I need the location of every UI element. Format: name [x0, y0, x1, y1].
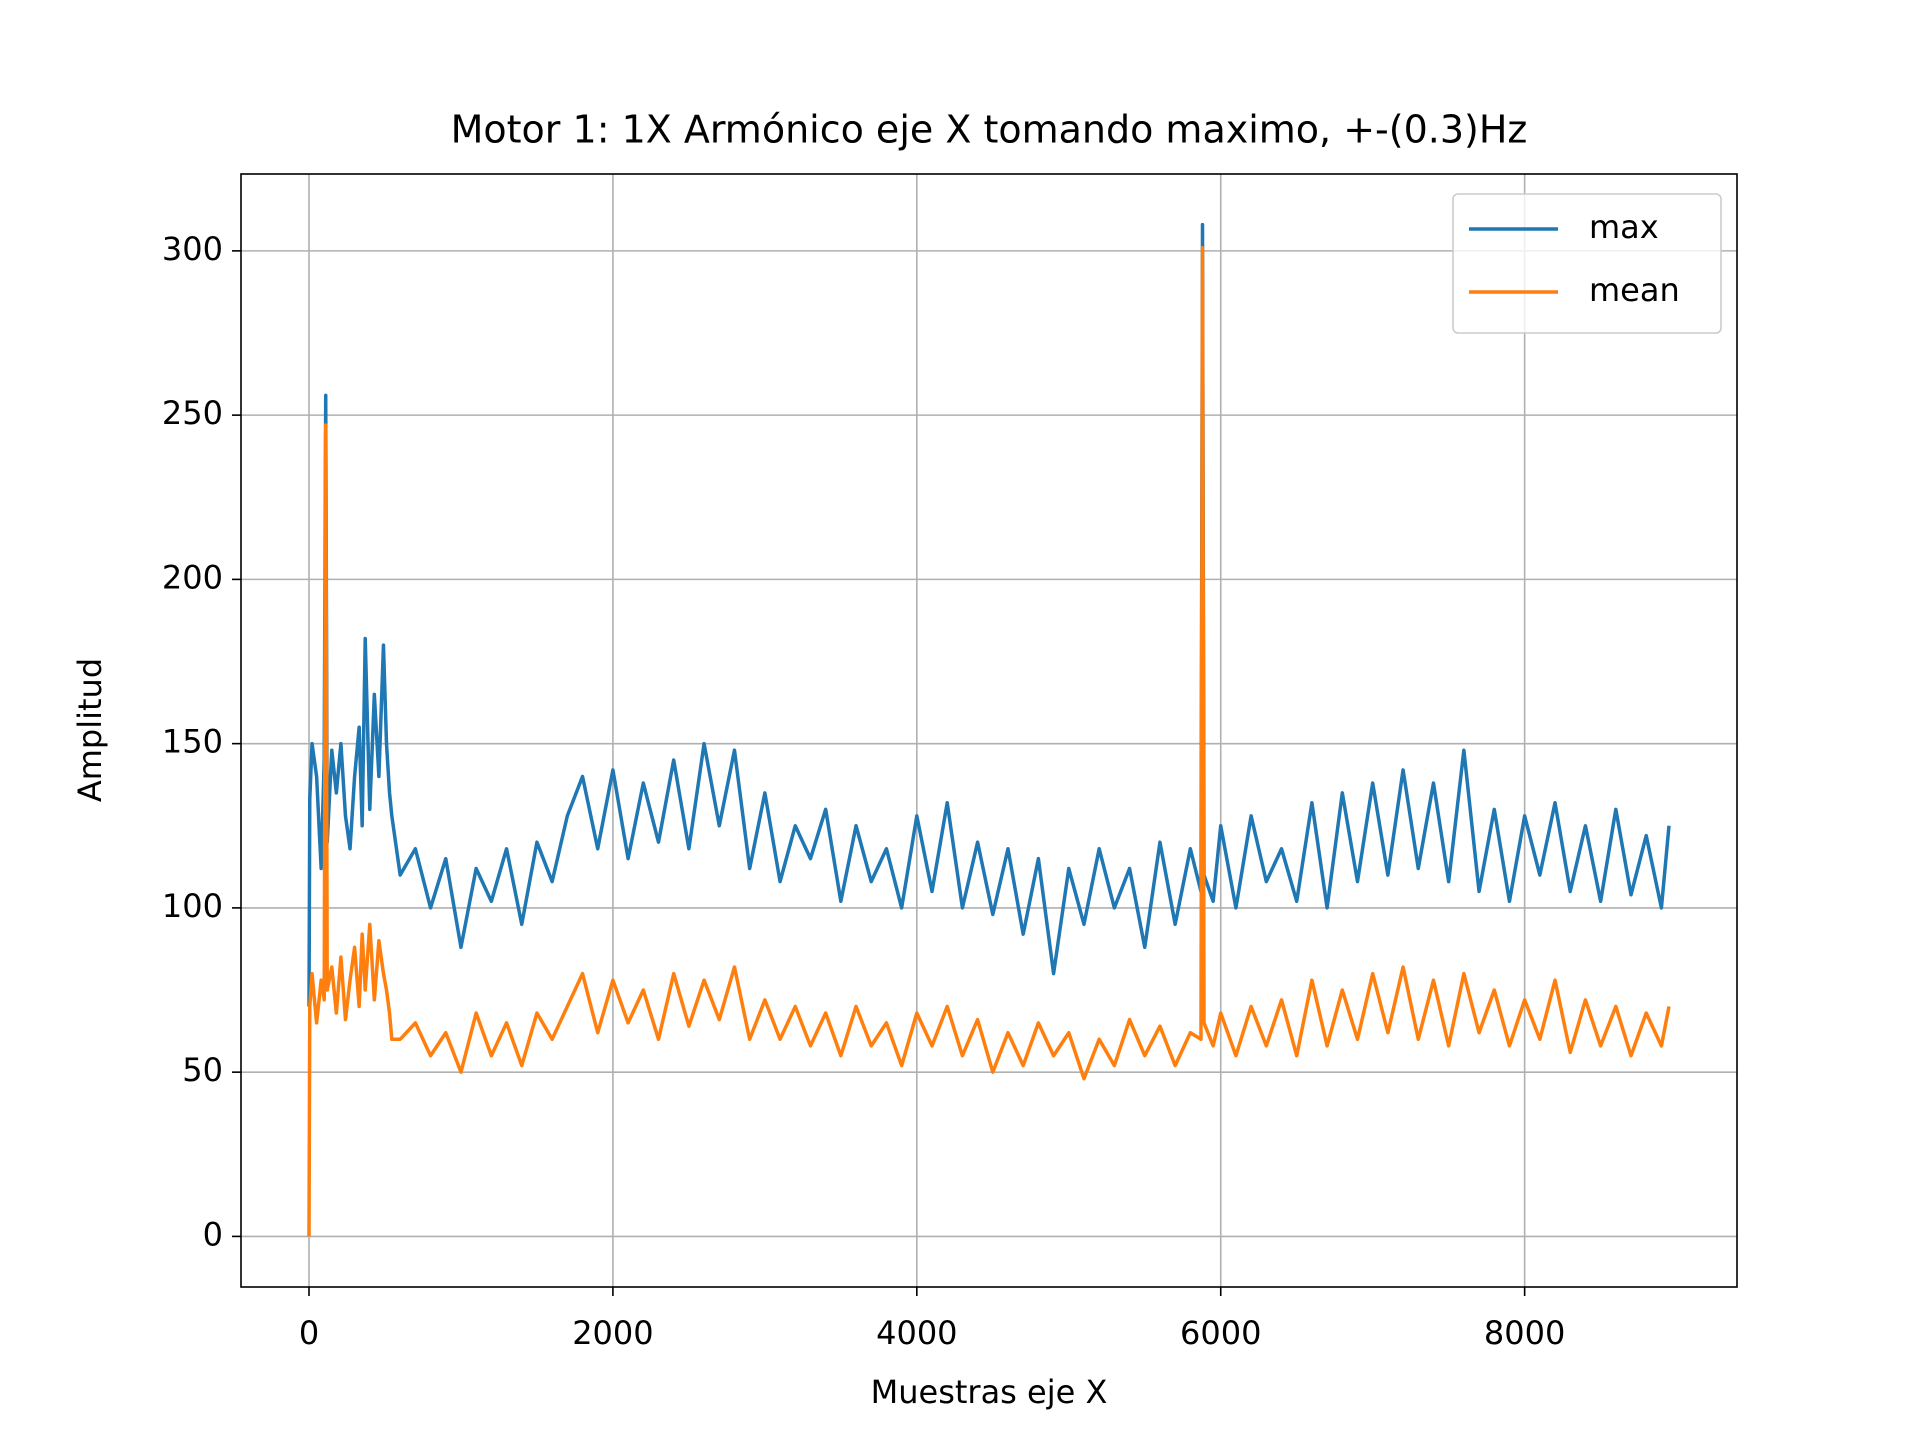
data-line: [307, 245, 1671, 1237]
y-tick-label: 300: [162, 230, 223, 268]
legend-label: max: [1589, 208, 1659, 246]
y-axis-label: Amplitud: [71, 658, 109, 802]
axes: 0 2000 4000 6000 8000 0 50 100 150 200 250 300: [162, 230, 1565, 1352]
legend: max mean: [1452, 193, 1722, 334]
axes-frame: [240, 173, 1738, 1288]
x-tick-label: 2000: [572, 1314, 653, 1352]
data-line: [307, 222, 1671, 1007]
y-tick-label: 150: [162, 723, 223, 761]
x-axis-label: Muestras eje X: [871, 1373, 1108, 1411]
x-tick-label: 6000: [1180, 1314, 1261, 1352]
plot-area: [307, 222, 1671, 1237]
grid: [241, 174, 1737, 1287]
x-tick-label: 0: [299, 1314, 319, 1352]
chart-title: Motor 1: 1X Armónico eje X tomando maxim…: [451, 108, 1528, 152]
y-tick-label: 0: [203, 1215, 223, 1253]
y-tick-label: 250: [162, 394, 223, 432]
y-tick-label: 100: [162, 887, 223, 925]
x-tick-label: 8000: [1484, 1314, 1565, 1352]
legend-box: [1452, 193, 1722, 334]
x-tick-label: 4000: [876, 1314, 957, 1352]
y-tick-label: 50: [182, 1051, 223, 1089]
legend-label: mean: [1589, 271, 1680, 309]
y-tick-label: 200: [162, 558, 223, 596]
